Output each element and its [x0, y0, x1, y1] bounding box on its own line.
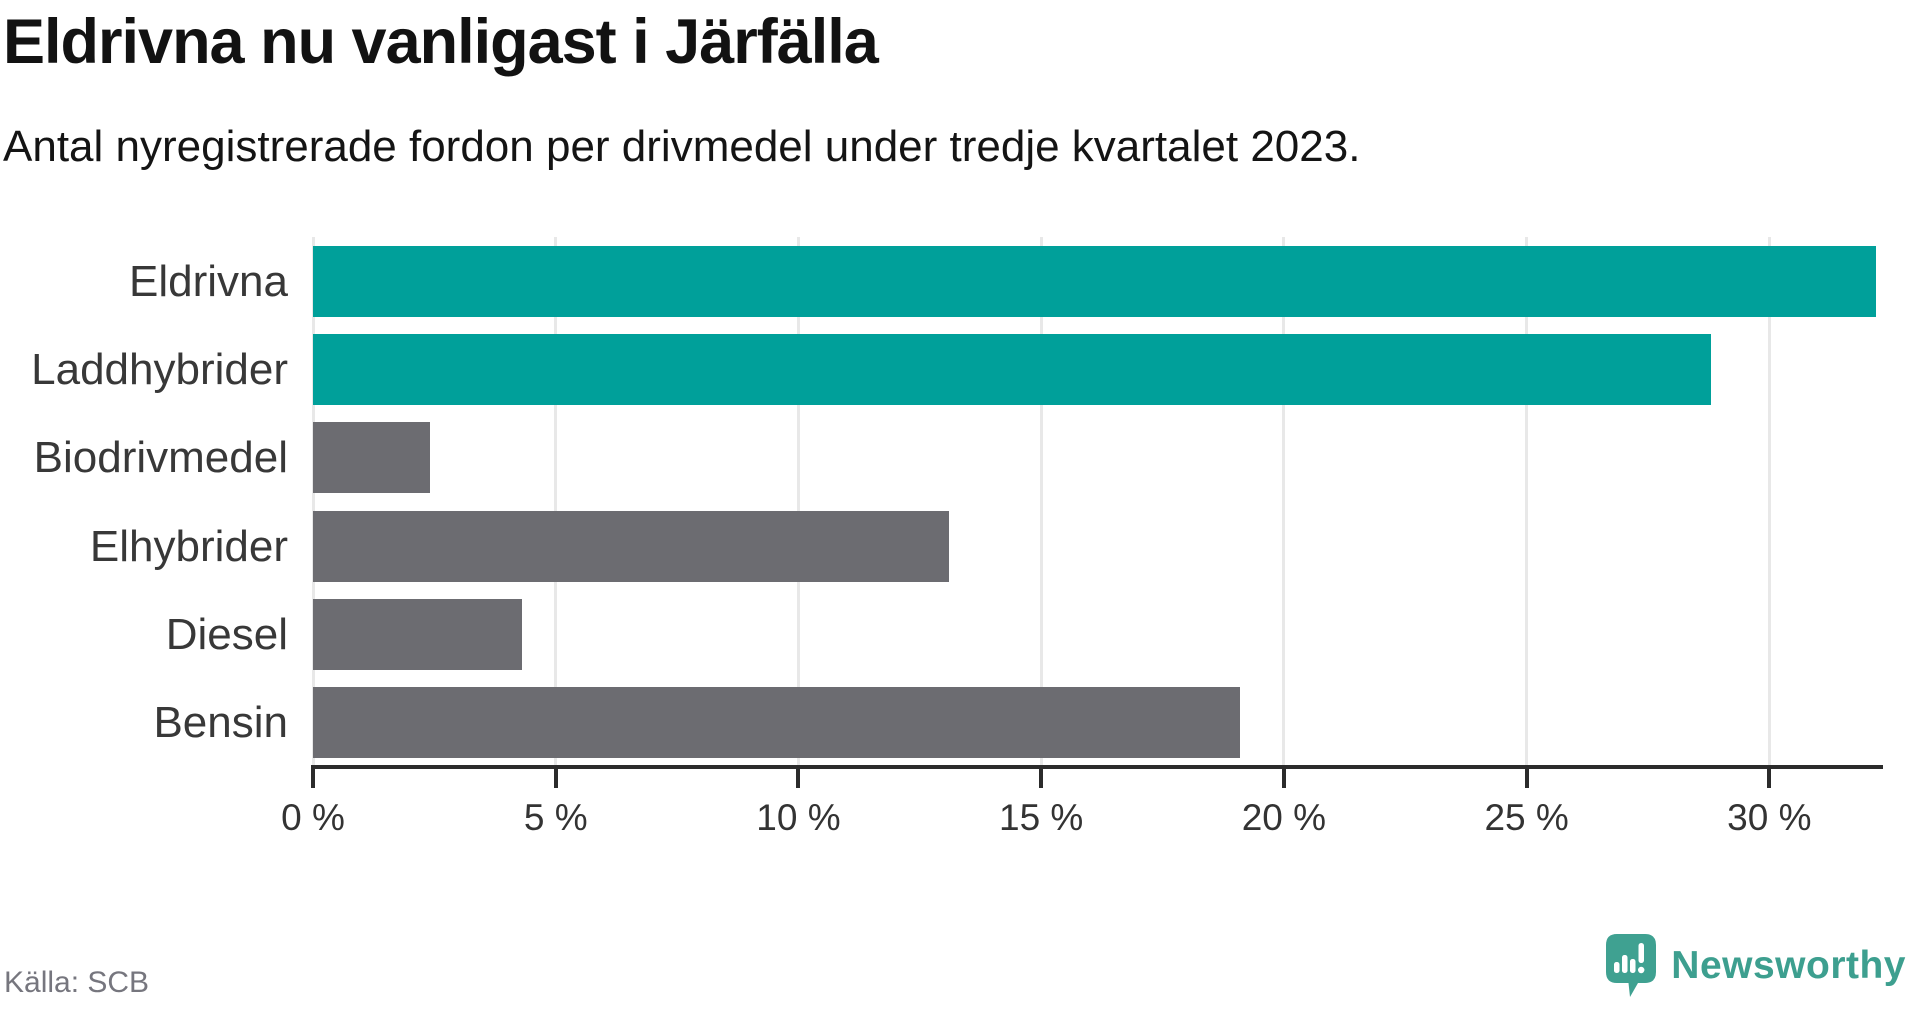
category-label-biodrivmedel: Biodrivmedel [33, 433, 288, 483]
tick-mark-25 [1524, 769, 1529, 788]
category-label-elhybrider: Elhybrider [89, 521, 288, 571]
category-label-diesel: Diesel [165, 610, 288, 659]
tick-mark-20 [1281, 769, 1286, 788]
category-label-laddhybrider: Laddhybrider [31, 345, 288, 394]
gridline-30 [1767, 237, 1771, 767]
tick-mark-10 [796, 769, 801, 788]
plot-area [311, 237, 1881, 767]
tick-mark-30 [1767, 769, 1772, 788]
gridline-5 [554, 237, 558, 767]
tick-label-5: 5 % [523, 797, 588, 838]
gridline-20 [1282, 237, 1286, 767]
newsworthy-logo: Newsworthy [1605, 933, 1906, 998]
bar-biodrivmedel [313, 422, 430, 494]
tick-label-0: 0 % [281, 797, 345, 838]
bar-elhybrider [313, 510, 949, 582]
newsworthy-speech-bubble-barchart-icon [1606, 934, 1657, 997]
bar-bensin [313, 687, 1241, 759]
gridline-10 [796, 237, 800, 767]
category-label-bensin: Bensin [153, 698, 288, 748]
gridline-0 [311, 237, 315, 767]
bar-chart: 0 % 5 % 10 % 15 % 20 % 25 % 30 % [0, 237, 1920, 847]
tick-label-30: 30 % [1727, 797, 1812, 838]
tick-mark-0 [311, 769, 315, 788]
x-axis-line [311, 765, 1883, 769]
chart-title: Eldrivna nu vanligast i Järfälla [3, 7, 879, 77]
gridline-15 [1039, 237, 1043, 767]
brand-name: Newsworthy [1671, 943, 1906, 987]
bar-laddhybrider [313, 334, 1712, 405]
tick-mark-5 [553, 769, 558, 788]
tick-label-10: 10 % [756, 797, 841, 838]
tick-label-25: 25 % [1484, 797, 1569, 838]
gridline-25 [1525, 237, 1529, 767]
category-label-eldrivna: Eldrivna [129, 256, 288, 306]
tick-label-15: 15 % [999, 797, 1084, 838]
tick-label-20: 20 % [1241, 797, 1327, 838]
source-note: Källa: SCB [4, 966, 150, 999]
chart-subtitle: Antal nyregistrerade fordon per drivmede… [3, 122, 1361, 171]
bar-diesel [313, 599, 522, 670]
bar-eldrivna [313, 245, 1877, 317]
tick-mark-15 [1039, 769, 1044, 788]
